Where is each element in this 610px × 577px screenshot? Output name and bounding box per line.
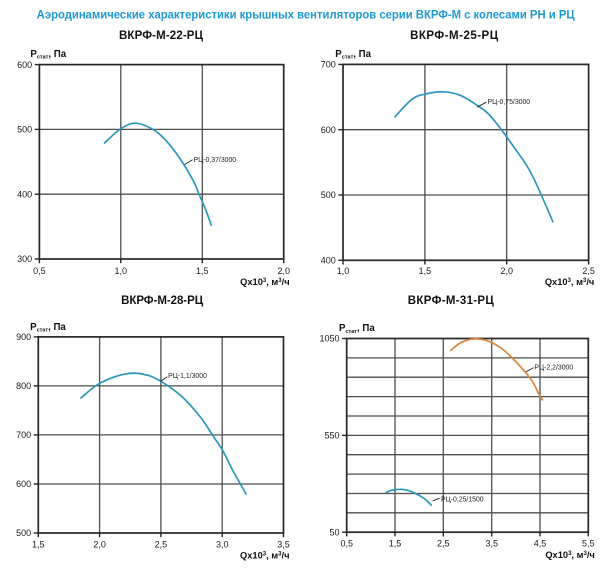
svg-text:2,0: 2,0 [93,539,106,549]
svg-text:ВКРФ-М-31-РЦ: ВКРФ-М-31-РЦ [408,295,495,307]
svg-text:1050: 1050 [319,334,339,344]
svg-text:700: 700 [321,60,336,70]
svg-text:РЦ-1,1/3000: РЦ-1,1/3000 [168,373,207,380]
svg-text:1,0: 1,0 [337,266,350,276]
svg-text:Pстат, Па: Pстат, Па [339,323,375,335]
svg-text:Qx103, м3/ч: Qx103, м3/ч [545,277,594,287]
svg-text:1,5: 1,5 [389,539,402,549]
svg-text:5,5: 5,5 [582,539,595,549]
svg-text:3,5: 3,5 [485,539,498,549]
svg-text:600: 600 [16,479,31,489]
svg-text:500: 500 [17,125,32,135]
svg-text:400: 400 [321,256,336,266]
svg-text:Qx103, м3/ч: Qx103, м3/ч [545,550,594,560]
svg-text:РЦ-0,75/3000: РЦ-0,75/3000 [488,99,531,106]
svg-text:1,5: 1,5 [196,266,209,276]
svg-text:Pстат, Па: Pстат, Па [335,49,371,61]
svg-text:ВКРФ-М-22-РЦ: ВКРФ-М-22-РЦ [119,30,204,42]
svg-text:Qx103, м3/ч: Qx103, м3/ч [240,277,289,287]
svg-text:3,5: 3,5 [277,539,290,549]
svg-text:550: 550 [324,431,339,441]
svg-text:2,5: 2,5 [582,266,595,276]
svg-text:РЦ-2,2/3000: РЦ-2,2/3000 [534,365,573,372]
svg-text:700: 700 [16,430,31,440]
svg-text:300: 300 [17,254,32,264]
svg-text:ВКРФ-М-28-РЦ: ВКРФ-М-28-РЦ [121,295,204,307]
svg-text:2,5: 2,5 [155,539,168,549]
svg-text:Pстат, Па: Pстат, Па [30,49,66,61]
svg-text:4,5: 4,5 [534,539,547,549]
svg-text:500: 500 [321,190,336,200]
svg-text:2,0: 2,0 [277,266,290,276]
svg-text:1,5: 1,5 [32,539,45,549]
svg-text:2,5: 2,5 [437,539,450,549]
svg-text:50: 50 [329,527,339,537]
svg-text:400: 400 [17,189,32,199]
svg-text:2,0: 2,0 [500,266,513,276]
svg-text:1,5: 1,5 [419,266,432,276]
svg-text:ВКРФ-М-25-РЦ: ВКРФ-М-25-РЦ [410,30,499,42]
svg-text:3,0: 3,0 [216,539,229,549]
svg-text:РЦ-0,37/3000: РЦ-0,37/3000 [194,157,237,164]
svg-text:Аэродинамические характеристик: Аэродинамические характеристики крышных … [37,9,576,22]
svg-text:800: 800 [16,381,31,391]
svg-text:500: 500 [16,528,31,538]
svg-text:Pстат, Па: Pстат, Па [30,322,66,334]
svg-text:600: 600 [321,125,336,135]
svg-text:600: 600 [17,60,32,70]
svg-text:1,0: 1,0 [115,266,128,276]
svg-text:Qx103, м3/ч: Qx103, м3/ч [240,551,289,561]
svg-text:0,5: 0,5 [33,266,46,276]
svg-text:РЦ-0,25/1500: РЦ-0,25/1500 [441,497,484,504]
svg-text:0,5: 0,5 [340,539,353,549]
svg-text:900: 900 [16,332,31,342]
